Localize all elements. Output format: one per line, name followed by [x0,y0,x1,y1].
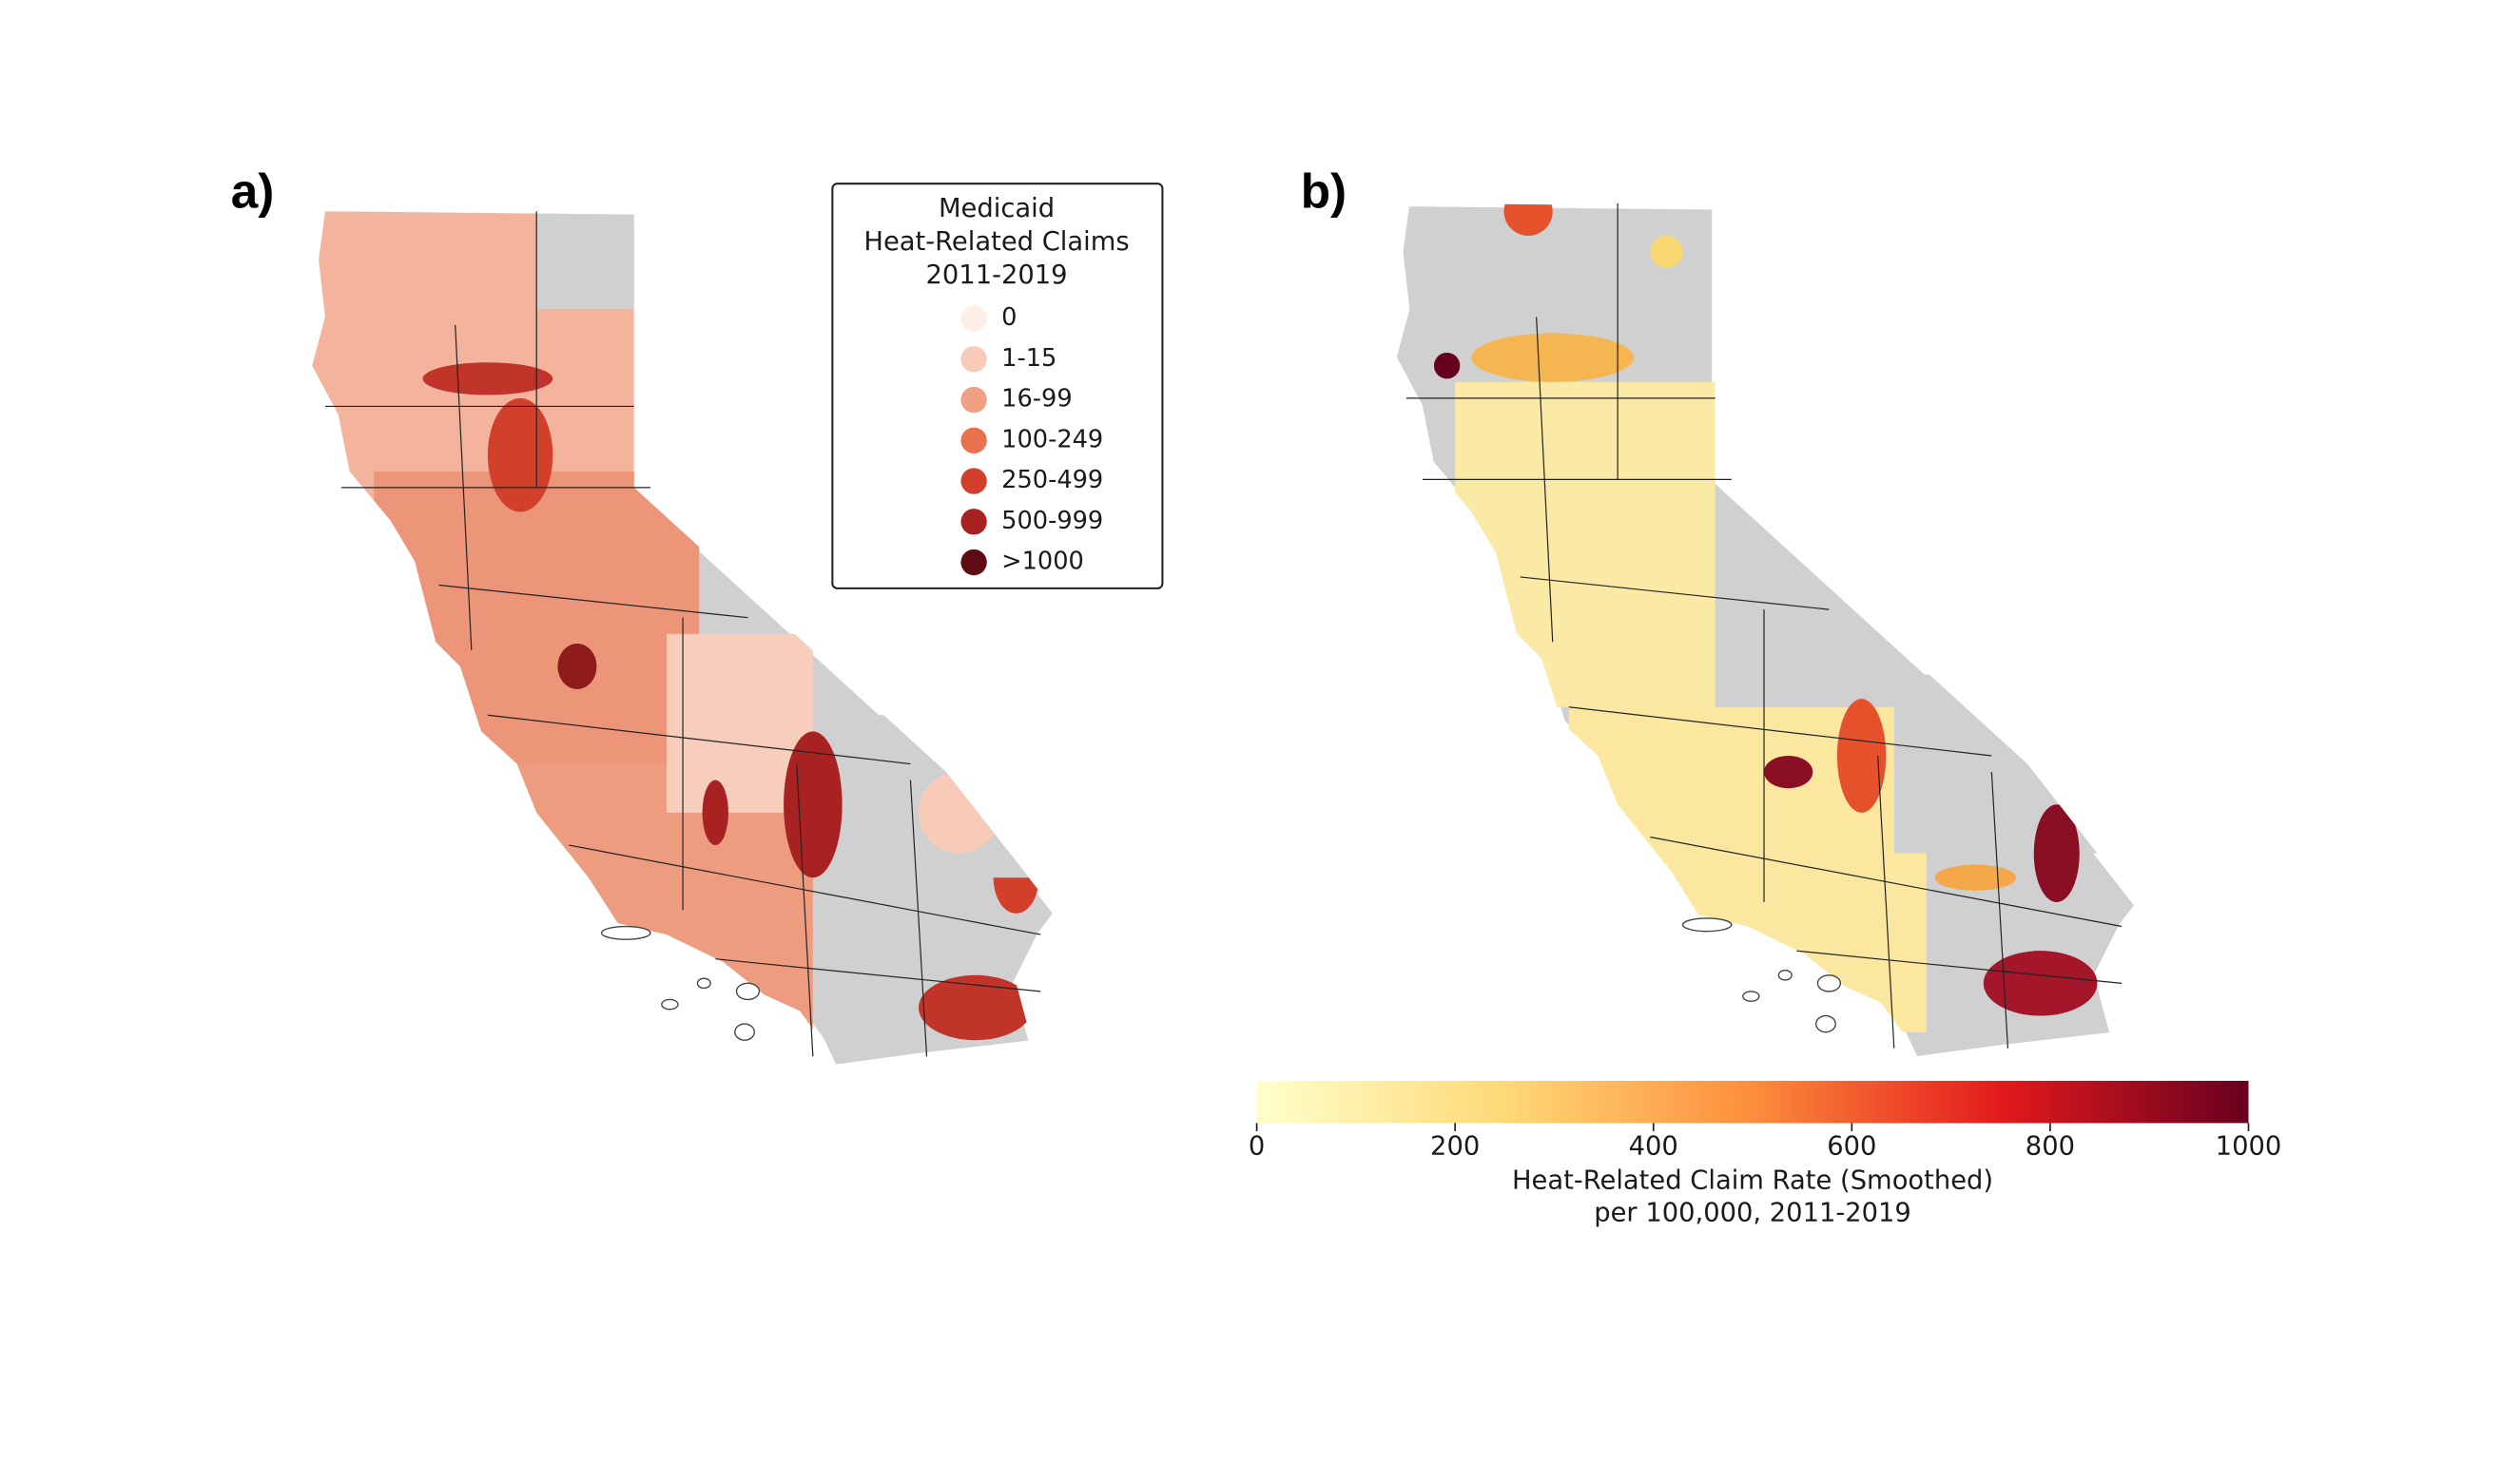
map-b [1389,200,2142,1064]
tick-label: 600 [1827,1132,1876,1162]
tick-label: 800 [2026,1132,2075,1162]
colorbar-label: per 100,000, 2011-2019 [1594,1199,1911,1228]
legend-label: 1-15 [1001,344,1056,373]
legend-swatch [960,427,987,454]
legend-label: 16-99 [1001,385,1072,414]
legend-label: 0 [1001,303,1017,332]
colorbar: 0 200 400 600 800 1000 Heat-Related Claim Rate… [1249,1080,2282,1228]
colorbar-label: Heat-Related Claim Rate (Smoothed) [1512,1165,1993,1195]
legend-swatch [960,549,987,576]
panel-label: a) [231,164,275,219]
legend-swatch [960,305,987,332]
legend-swatch [960,386,987,414]
tick-label: 0 [1249,1132,1265,1162]
legend-title: Medicaid [939,194,1055,223]
tick-label: 400 [1629,1132,1678,1162]
legend-swatch [960,509,987,535]
tick-label: 200 [1430,1132,1480,1162]
legend-title: Heat-Related Claims [863,227,1129,257]
colorbar-gradient [1256,1080,2249,1124]
legend-label: 500-999 [1001,507,1103,535]
legend-swatch [960,468,987,494]
legend-swatch [960,346,987,373]
legend-title: 2011-2019 [926,260,1068,290]
legend-label: >1000 [1001,548,1084,576]
tick-label: 1000 [2216,1132,2282,1162]
panel-label: b) [1301,164,1347,219]
legend-label: 250-499 [1001,466,1103,494]
legend-label: 100-249 [1001,425,1103,453]
